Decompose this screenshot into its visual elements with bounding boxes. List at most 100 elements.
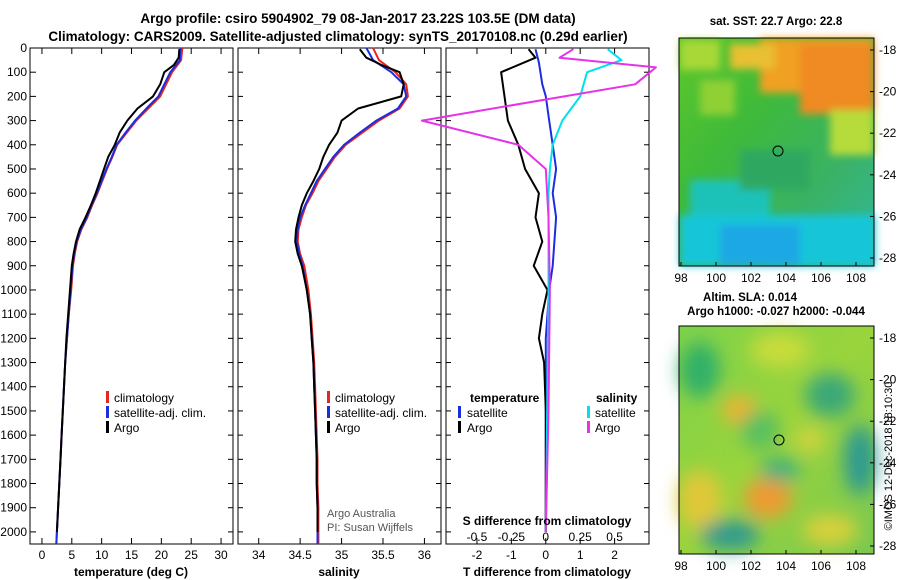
temperature-yticks: 0 100 200 300 400 500 600 700 800 900 1000 1100 1200…	[0, 41, 36, 539]
ytick-label: 1000	[0, 283, 27, 297]
temperature-xticks: 0 5 10 15 20 25 30	[39, 47, 233, 562]
legend-temp-satellite: satellite	[467, 406, 508, 420]
xtick-label: 34	[252, 548, 266, 562]
legend-sal-argo: Argo	[595, 421, 621, 435]
ytick-label: 100	[7, 65, 27, 79]
sla-map-ticks: 98 100 102 104 106 108 -18 -20 -22 -24 -26 -28	[674, 331, 896, 573]
stick-label: -0.5	[467, 530, 488, 544]
xtick-label: 34.5	[288, 548, 312, 562]
salinity-axes-frame	[237, 47, 442, 545]
legend-swatch-argo	[327, 421, 330, 433]
ytick-label: 1800	[0, 477, 27, 491]
salinity-lines	[294, 47, 409, 544]
ytick-label: 1200	[0, 331, 27, 345]
ytick-label: 2000	[0, 525, 27, 539]
map-ytick-label: -28	[879, 251, 897, 265]
temperature-legend: climatology satellite-adj. clim. Argo	[106, 391, 206, 435]
legend-swatch-sal-argo	[587, 421, 590, 433]
ytick-label: 900	[7, 259, 27, 273]
legend-climatology: climatology	[335, 391, 395, 405]
map-ytick-label: -22	[879, 126, 897, 140]
xtick-label: 1	[577, 548, 584, 562]
sla-argo-location-marker	[773, 434, 785, 446]
legend-argo: Argo	[335, 421, 361, 435]
xtick-label: 10	[95, 548, 109, 562]
series-line-salinity-argo	[420, 48, 657, 532]
xtick-label: 0	[39, 548, 46, 562]
legend-swatch-climatology	[327, 391, 330, 403]
salinity-xlabel: salinity	[318, 565, 360, 579]
salinity-panel: 34 34.5 35 35.5 36 climatology satellite-adj…	[237, 47, 442, 579]
sst-map-warm-patches	[680, 38, 875, 266]
map-xtick-label: 106	[811, 559, 831, 573]
ytick-label: 1400	[0, 380, 27, 394]
series-line-argo	[55, 49, 181, 532]
legend-swatch-temp-argo	[458, 421, 461, 433]
temperature-lines	[55, 47, 184, 545]
salinity-legend: climatology satellite-adj. clim. Argo	[327, 391, 427, 435]
difference-lines	[420, 48, 657, 532]
map-ytick-label: -18	[879, 331, 897, 345]
stick-label: 0	[542, 530, 549, 544]
ytick-label: 1100	[1, 307, 27, 321]
sla-map-blobs	[678, 332, 876, 550]
difference-legend: temperature salinity satellite Argo sate…	[458, 391, 638, 435]
map-xtick-label: 104	[776, 559, 796, 573]
ytick-label: 600	[7, 186, 27, 200]
xtick-label: -2	[472, 548, 483, 562]
stick-label: 0.25	[569, 530, 593, 544]
map-ytick-label: -26	[879, 209, 897, 223]
map-xtick-label: 106	[811, 271, 831, 285]
series-line-climatology	[296, 47, 409, 544]
xtick-label: 20	[155, 548, 169, 562]
map-ytick-label: -28	[879, 539, 897, 553]
imos-timestamp: ©IMOS 12-Dec-2018 18:10:30	[883, 382, 895, 531]
series-line-climatology	[55, 47, 184, 545]
credit-line2: PI: Susan Wijffels	[327, 522, 413, 534]
legend-satellite: satellite-adj. clim.	[114, 406, 206, 420]
map-ytick-label: -20	[879, 85, 897, 99]
difference-s-ticks: -0.5 -0.25 0 0.25 0.5	[467, 530, 624, 544]
sla-map: Altim. SLA: 0.014 Argo h1000: -0.027 h20…	[674, 292, 896, 573]
ytick-label: 400	[7, 138, 27, 152]
legend-argo: Argo	[114, 421, 140, 435]
xtick-label: 0	[542, 548, 549, 562]
xtick-label: 5	[68, 548, 75, 562]
map-xtick-label: 100	[706, 559, 726, 573]
xtick-label: -1	[506, 548, 517, 562]
sst-argo-location-marker	[772, 145, 784, 157]
legend-swatch-satellite	[106, 406, 109, 418]
legend-swatch-temp-satellite	[458, 406, 461, 418]
map-ytick-label: -26	[879, 497, 897, 511]
legend-climatology: climatology	[114, 391, 174, 405]
title-line2: Climatology: CARS2009. Satellite-adjuste…	[48, 29, 627, 44]
credit-line1: Argo Australia	[327, 508, 396, 520]
legend-swatch-argo	[106, 421, 109, 433]
map-xtick-label: 104	[776, 271, 796, 285]
legend-title-salinity: salinity	[596, 391, 638, 405]
map-xtick-label: 98	[674, 271, 688, 285]
sla-map-title-2: Argo h1000: -0.027 h2000: -0.044	[687, 306, 865, 318]
series-line-temperature-argo	[500, 48, 549, 532]
salinity-xticks: 34 34.5 35 35.5 36	[238, 47, 441, 562]
difference-xlabel: T difference from climatology	[463, 565, 631, 579]
map-ytick-label: -24	[879, 456, 897, 470]
xtick-label: 15	[125, 548, 139, 562]
xtick-label: 30	[214, 548, 228, 562]
sla-map-frame	[678, 325, 875, 555]
xtick-label: 35	[335, 548, 349, 562]
map-xtick-label: 108	[846, 271, 866, 285]
stick-label: 0.5	[606, 530, 623, 544]
ytick-label: 1700	[0, 452, 27, 466]
sst-map: sat. SST: 22.7 Argo: 22.8 98 100 102 104 106…	[674, 16, 896, 285]
series-line-satellite-adj-clim-	[295, 47, 408, 544]
temperature-panel: 0100200300400500600700800900100011001200…	[0, 41, 234, 579]
xtick-label: 35.5	[371, 548, 395, 562]
series-line-salinity-satellite	[544, 48, 623, 532]
map-xtick-label: 100	[706, 271, 726, 285]
sla-map-title-1: Altim. SLA: 0.014	[703, 292, 798, 304]
difference-panel: -2 -1 0 1 2 -0.5 -0.25 0 0.25 0.5 temperature sa…	[420, 47, 657, 579]
map-ytick-label: -20	[879, 373, 897, 387]
xtick-label: 25	[185, 548, 199, 562]
